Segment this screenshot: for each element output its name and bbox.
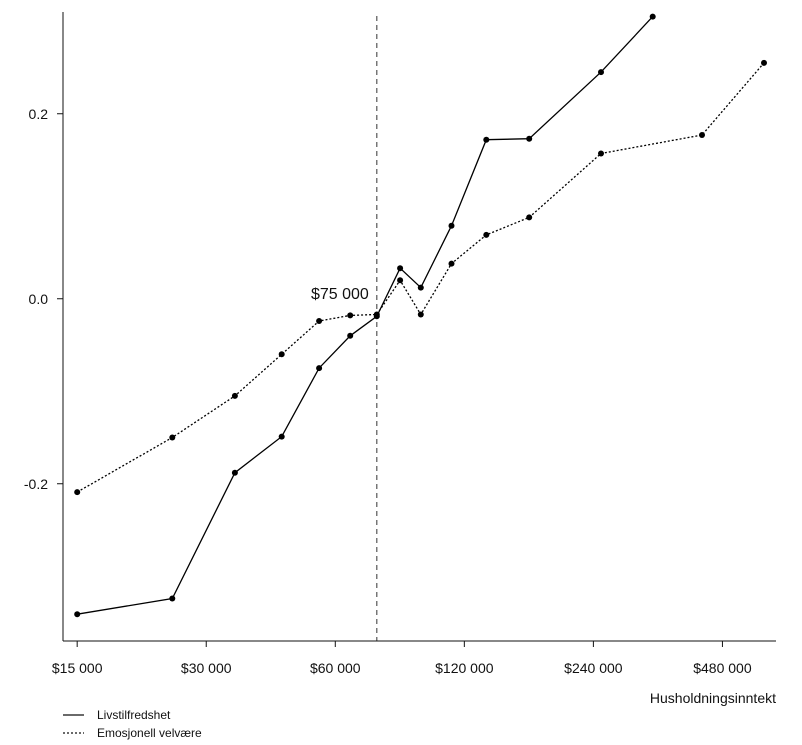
x-axis-label: Husholdningsinntekt [650,690,776,706]
x-tick-label: $120 000 [435,660,494,676]
x-tick-label: $240 000 [564,660,623,676]
data-point-livstilfredshet-8 [417,284,424,291]
x-tick-label: $60 000 [310,660,361,676]
x-tick-label: $15 000 [52,660,103,676]
data-point-livstilfredshet-7 [397,265,404,272]
data-point-livstilfredshet-0 [74,611,81,618]
y-tick-label: 0.0 [29,291,49,307]
x-tick-label: $480 000 [693,660,752,676]
data-point-emosjonell-velv-re-5 [347,312,354,319]
data-point-emosjonell-velv-re-14 [761,59,767,66]
data-point-livstilfredshet-1 [169,595,176,602]
data-point-emosjonell-velv-re-1 [169,434,176,441]
data-point-livstilfredshet-10 [483,136,490,143]
data-point-livstilfredshet-3 [278,433,285,440]
data-point-emosjonell-velv-re-12 [598,150,604,157]
data-point-livstilfredshet-11 [526,135,533,142]
data-point-emosjonell-velv-re-6 [373,311,380,318]
y-tick-label: 0.2 [29,106,49,122]
data-point-livstilfredshet-9 [448,222,455,229]
data-point-livstilfredshet-5 [347,332,354,339]
series-line-livstilfredshet [77,16,654,615]
annotation-label: $75 000 [311,286,369,303]
data-point-emosjonell-velv-re-8 [417,311,424,318]
axes: $15 000 $30 000 $60 000 $120 000 $240 000 $48… [24,12,776,676]
plot-area [74,13,767,641]
data-point-livstilfredshet-2 [231,469,238,476]
legend: Livstilfredshet Emosjonell velvære [63,708,202,740]
data-point-emosjonell-velv-re-9 [448,260,455,267]
legend-label-emosjonell-velvaere: Emosjonell velvære [97,726,202,740]
x-tick-label: $30 000 [181,660,232,676]
data-point-emosjonell-velv-re-4 [316,318,323,324]
series-line-emosjonell-velv-re [76,62,765,493]
data-point-emosjonell-velv-re-7 [397,277,404,284]
data-point-livstilfredshet-13 [649,13,656,20]
data-point-emosjonell-velv-re-10 [483,231,490,238]
data-point-emosjonell-velv-re-2 [231,392,238,399]
data-point-emosjonell-velv-re-11 [526,214,533,221]
data-point-emosjonell-velv-re-3 [278,351,285,358]
data-point-emosjonell-velv-re-13 [699,132,705,138]
data-point-livstilfredshet-12 [598,69,604,76]
data-point-emosjonell-velv-re-0 [74,489,81,496]
y-tick-label: -0.2 [24,476,48,492]
legend-label-livstilfredshet: Livstilfredshet [97,708,171,722]
data-point-livstilfredshet-4 [316,365,323,372]
